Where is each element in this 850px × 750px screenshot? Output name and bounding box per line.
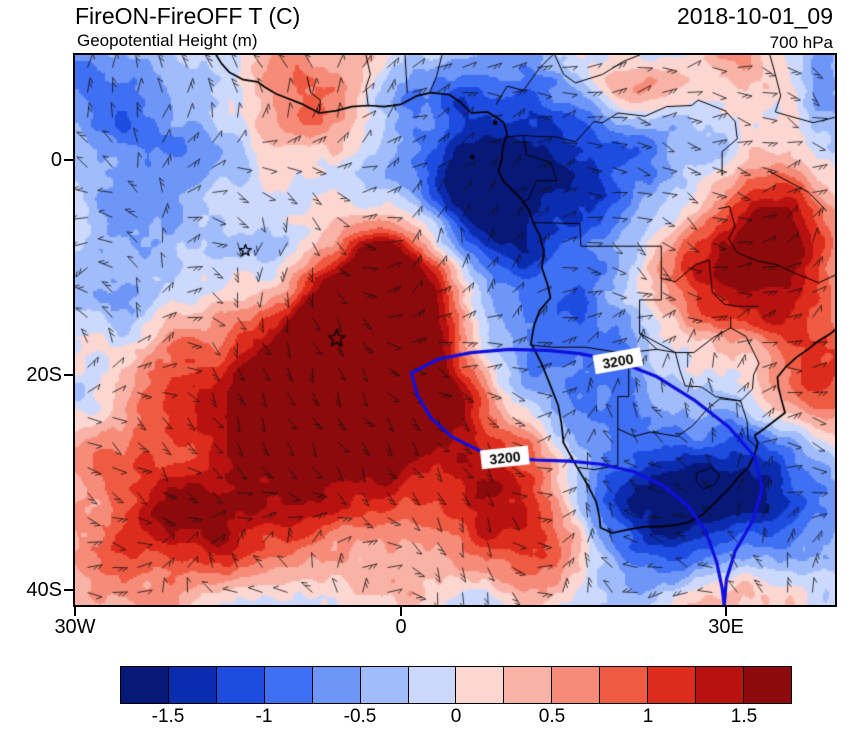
temperature-difference-map bbox=[75, 55, 835, 605]
plot-subtitle: Geopotential Height (m) bbox=[77, 31, 258, 50]
colorbar-tick-label: -1.5 bbox=[151, 706, 185, 727]
y-axis-tick bbox=[64, 589, 73, 591]
colorbar-tick-label: 1.5 bbox=[730, 706, 758, 727]
colorbar-tick-label: -0.5 bbox=[343, 706, 377, 727]
map-plot-frame bbox=[73, 53, 837, 607]
y-axis-tick bbox=[64, 374, 73, 376]
colorbar-cell bbox=[216, 667, 265, 703]
x-tick-label-30w: 30W bbox=[54, 616, 96, 638]
y-tick-label-40s: 40S bbox=[26, 579, 62, 601]
y-axis-tick bbox=[64, 159, 73, 161]
colorbar-cell bbox=[504, 667, 553, 703]
colorbar-tick-label: -1 bbox=[255, 706, 273, 727]
plot-title: FireON-FireOFF T (C) bbox=[75, 3, 301, 29]
y-tick-label-0: 0 bbox=[50, 149, 62, 171]
plot-pressure-level: 700 hPa bbox=[769, 33, 833, 52]
colorbar-tick-label: 0 bbox=[450, 706, 462, 727]
colorbar-tick-label: 1 bbox=[642, 706, 654, 727]
plot-datetime: 2018-10-01_09 bbox=[676, 3, 833, 29]
colorbar-cell bbox=[456, 667, 505, 703]
colorbar-tick-label: 0.5 bbox=[538, 706, 566, 727]
colorbar-cell bbox=[600, 667, 649, 703]
colorbar-cell bbox=[312, 667, 361, 703]
colorbar-cell bbox=[696, 667, 744, 703]
y-tick-label-20s: 20S bbox=[26, 364, 62, 386]
colorbar-cell bbox=[360, 667, 409, 703]
colorbar-cell bbox=[121, 667, 169, 703]
x-axis-tick bbox=[74, 607, 76, 616]
x-tick-label-0: 0 bbox=[395, 616, 407, 638]
x-axis-tick bbox=[725, 607, 727, 616]
colorbar-cell bbox=[408, 667, 457, 703]
colorbar-cell bbox=[168, 667, 217, 703]
x-tick-label-30e: 30E bbox=[708, 616, 744, 638]
colorbar-cell bbox=[648, 667, 697, 703]
colorbar-cell bbox=[264, 667, 313, 703]
colorbar-cell bbox=[743, 667, 791, 703]
colorbar bbox=[120, 666, 792, 704]
x-axis-tick bbox=[400, 607, 402, 616]
colorbar-cell bbox=[552, 667, 601, 703]
